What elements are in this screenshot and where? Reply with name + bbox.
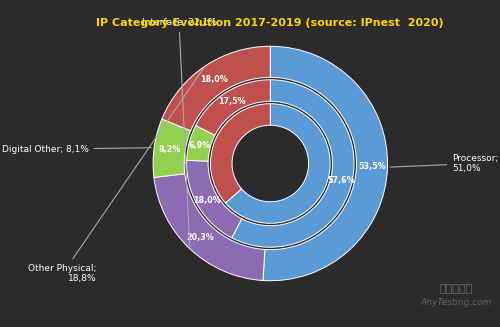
Text: IP Category Evolution 2017-2019 (source: IPnest  2020): IP Category Evolution 2017-2019 (source:… [96,18,444,27]
Text: 6,9%: 6,9% [188,141,210,150]
Wedge shape [162,46,270,131]
Text: AnyTesting.com: AnyTesting.com [420,298,492,307]
Text: Processor;
51,0%: Processor; 51,0% [390,154,498,173]
Text: 嘉岭检测网: 嘉岭检测网 [439,284,472,294]
Text: 53,5%: 53,5% [358,162,386,171]
Wedge shape [210,104,270,203]
Text: Other Physical;
18,8%: Other Physical; 18,8% [28,68,204,283]
Wedge shape [154,174,265,281]
Text: 57,6%: 57,6% [328,176,355,185]
Wedge shape [153,119,190,178]
Wedge shape [226,104,330,223]
Wedge shape [186,160,242,238]
Text: Digital Other; 8,1%: Digital Other; 8,1% [2,145,152,154]
Text: 18,0%: 18,0% [200,75,228,83]
Wedge shape [196,80,270,135]
Wedge shape [263,46,388,281]
Text: 18,0%: 18,0% [194,196,221,205]
Wedge shape [232,80,354,247]
Text: 17,5%: 17,5% [218,97,246,106]
Wedge shape [186,126,215,161]
Text: 8,2%: 8,2% [158,145,180,154]
Text: Interface; 22,1%: Interface; 22,1% [142,18,216,246]
Text: 20,3%: 20,3% [186,233,214,242]
